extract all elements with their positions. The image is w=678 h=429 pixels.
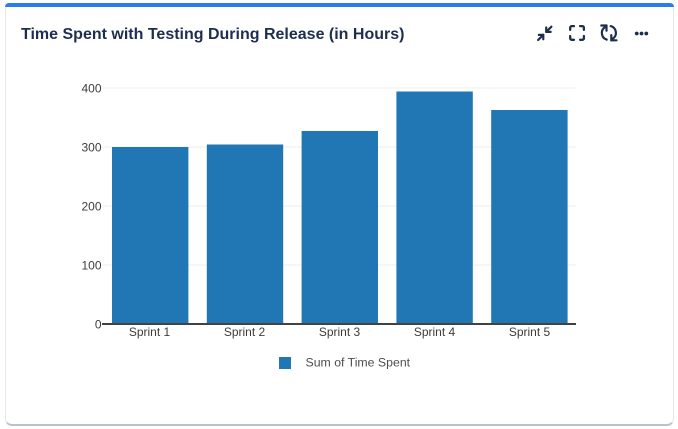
svg-text:Sprint 5: Sprint 5 <box>509 325 551 339</box>
svg-text:Sprint 2: Sprint 2 <box>224 325 266 339</box>
svg-text:Time Spent with Testing During: Time Spent with Testing During Release (… <box>21 26 404 43</box>
svg-text:0: 0 <box>95 317 102 331</box>
svg-text:200: 200 <box>81 199 101 213</box>
svg-text:100: 100 <box>81 258 101 272</box>
svg-text:300: 300 <box>81 140 101 154</box>
svg-text:Sum of Time Spent: Sum of Time Spent <box>306 356 411 370</box>
svg-text:Sprint 1: Sprint 1 <box>129 325 171 339</box>
svg-text:Sprint 4: Sprint 4 <box>414 325 456 339</box>
svg-text:Sprint 3: Sprint 3 <box>319 325 361 339</box>
svg-text:400: 400 <box>81 81 101 95</box>
